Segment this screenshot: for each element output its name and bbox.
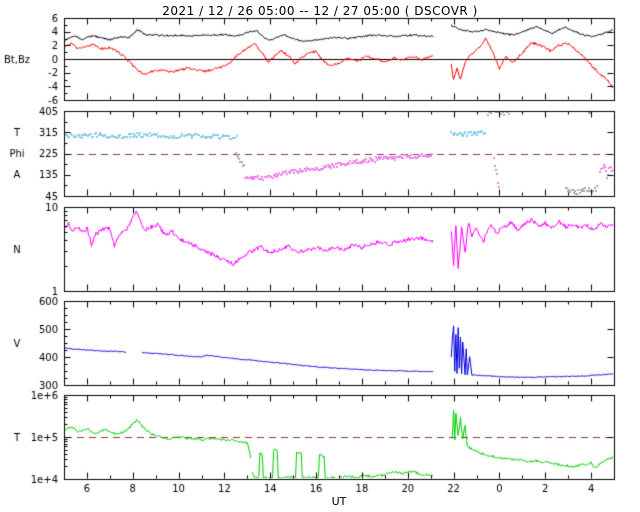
plot-title: 2021 / 12 / 26 05:00 -- 12 / 27 05:00 ( … [162, 4, 478, 18]
x-axis-label: UT [331, 495, 347, 508]
